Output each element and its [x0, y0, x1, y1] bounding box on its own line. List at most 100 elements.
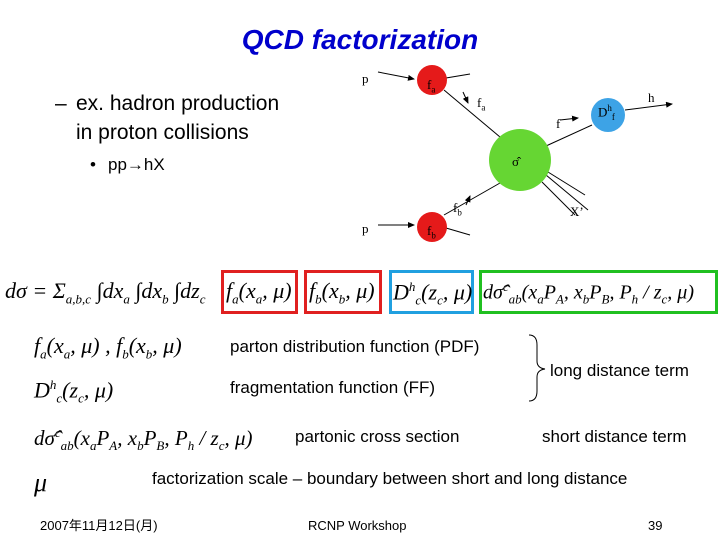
row-formula: Dhc(zc, μ) [34, 378, 113, 405]
math-text: (x [46, 333, 64, 358]
math-text: f [309, 278, 316, 303]
math-text: dσ̂ [483, 281, 503, 304]
math-sub: b [431, 230, 436, 241]
math-sub: a,b,c [65, 291, 92, 307]
math-text: μ [34, 468, 48, 497]
pdf-blob [417, 212, 447, 242]
ff-box [389, 270, 474, 314]
math-text: D [393, 279, 409, 305]
math-sub: c [415, 292, 422, 308]
xs-box [479, 270, 718, 314]
math-sub: c [199, 291, 206, 307]
row-formula: fa(xa, μ) , fb(xb, μ) [34, 333, 182, 362]
math-text: , μ) [345, 278, 375, 303]
diagram-label: p [362, 72, 369, 85]
cross-section-blob [489, 129, 551, 191]
math-text: ∫dx [91, 278, 124, 303]
math-sub: c [218, 438, 225, 454]
pdf-box [304, 270, 382, 314]
diagram-label: fb [427, 224, 436, 241]
math-sub: A [109, 438, 118, 454]
math-text: / z [194, 426, 219, 450]
math-sub: f [611, 111, 615, 122]
brace [528, 334, 546, 402]
math-text: (x [238, 278, 256, 303]
math-sub: a [63, 346, 71, 362]
long-term: long distance term [550, 361, 689, 380]
math-sub: b [122, 346, 129, 362]
math-text: f [556, 116, 561, 131]
math-text: p [362, 71, 369, 86]
math-text: , μ) , f [70, 333, 123, 358]
math-text: ∫dx [129, 278, 163, 303]
row-description: factorization scale – boundary between s… [152, 469, 628, 488]
math-sup: h [49, 377, 57, 392]
math-text: D [34, 377, 50, 403]
slide-title: QCD factorization [241, 24, 479, 55]
row-description: partonic cross section [295, 427, 460, 446]
diagram-label: fa [427, 78, 435, 95]
math-sup: c [502, 279, 509, 294]
math-text: ∫dz [168, 278, 200, 303]
math-text: p [362, 221, 369, 236]
math-text: dσ = Σ [5, 278, 66, 303]
math-text: f [477, 95, 482, 110]
sub-bullet: pp→hX [108, 155, 165, 174]
math-sub: a [89, 438, 97, 454]
diagram-label: Dhf [598, 104, 615, 122]
math-text: P [143, 426, 157, 450]
equation-term: Dhc(zc, μ) [393, 280, 472, 307]
math-sup: h [408, 279, 416, 294]
math-text: (z [421, 279, 438, 305]
footer-event: RCNP Workshop [308, 518, 407, 533]
footer-page: 39 [648, 518, 663, 533]
math-sub: A [555, 291, 564, 307]
math-text: , μ) [667, 281, 694, 304]
math-sub: h [187, 438, 195, 454]
math-text: D [598, 104, 608, 120]
diagram-label: fb [453, 201, 462, 218]
math-sub: b [338, 291, 346, 307]
math-text: P [589, 281, 602, 304]
math-text: X’ [570, 204, 584, 219]
math-sup: h [607, 103, 612, 113]
math-text: σ̂ [512, 154, 520, 169]
math-text: dσ̂ [34, 426, 55, 450]
row-formula: dσ̂cab(xaPA, xbPB, Ph / zc, μ) [34, 426, 253, 452]
math-sub: b [457, 207, 462, 218]
diagram-label: X’ [570, 205, 584, 218]
math-text: , μ) [442, 279, 473, 305]
math-text: , μ) [262, 278, 292, 303]
equation-term: fa(xa, μ) [226, 278, 292, 306]
math-text: , μ) [83, 377, 114, 403]
math-text: f [226, 278, 233, 303]
math-sub: B [156, 438, 165, 454]
math-sub: a [40, 346, 47, 362]
math-sub: a [123, 291, 130, 307]
math-text: (x [321, 278, 339, 303]
math-text: , x [117, 426, 138, 450]
bullet-dash: – [55, 92, 67, 115]
bullet-line: in proton collisions [76, 121, 249, 144]
math-sub: h [631, 291, 639, 307]
math-sub: c [437, 292, 443, 308]
short-term: short distance term [542, 427, 687, 446]
pdf-box [221, 270, 298, 314]
math-sub: b [582, 291, 590, 307]
diagram-label: σ̂ [512, 155, 519, 168]
math-sub: a [431, 84, 436, 95]
math-sub: b [145, 346, 153, 362]
math-text: P [543, 281, 556, 304]
math-text: (x [73, 426, 90, 450]
math-text: , μ) [224, 426, 253, 450]
math-text: f [427, 223, 432, 238]
math-sub: ab [508, 291, 522, 307]
math-sub: b [137, 438, 144, 454]
math-text: (z [62, 377, 79, 403]
row-description: parton distribution function (PDF) [230, 337, 480, 356]
diagram-label: fa [477, 96, 485, 113]
equation-lead: dσ = Σa,b,c ∫dxa ∫dxb ∫dzc [5, 278, 206, 307]
equation-term: dσ̂cab(xaPA, xbPB, Ph / zc, μ) [483, 280, 694, 306]
math-sub: B [601, 291, 610, 307]
